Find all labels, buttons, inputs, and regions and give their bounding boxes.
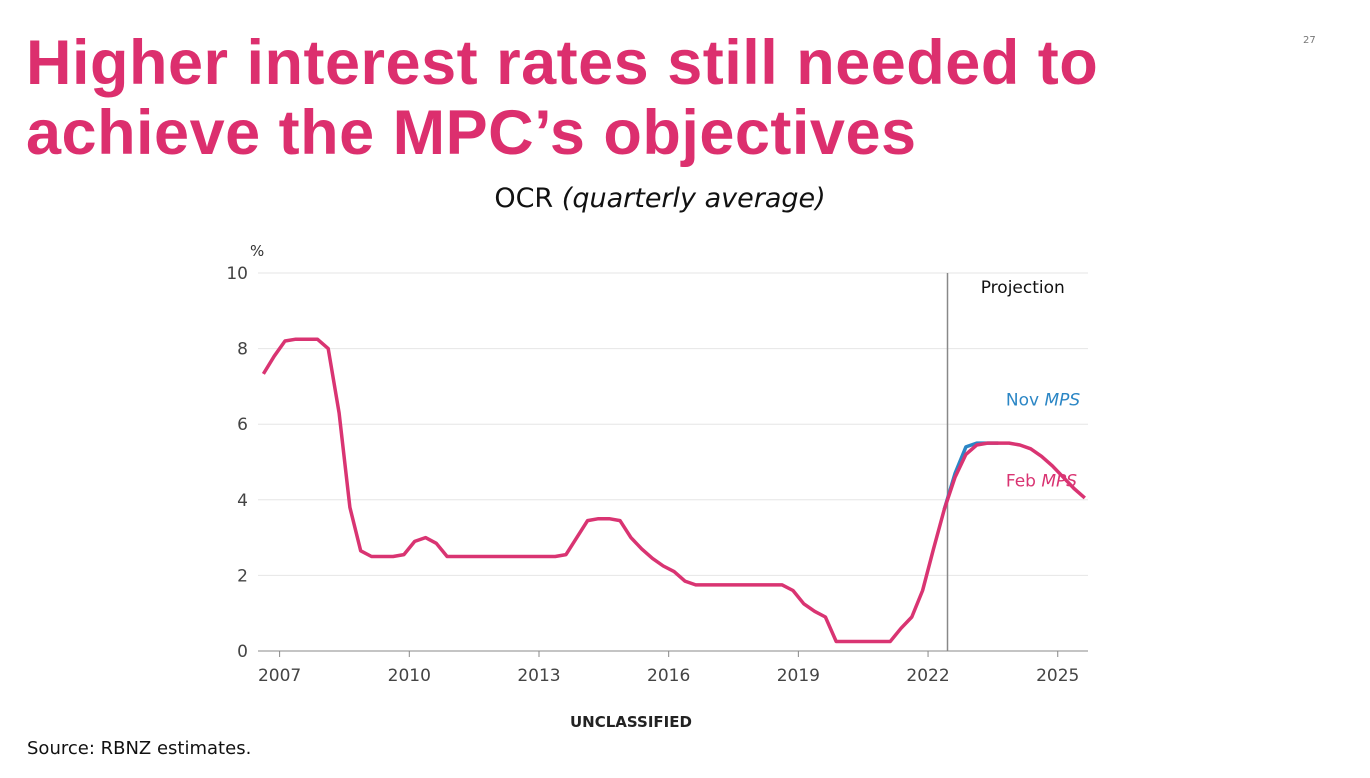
series-line bbox=[261, 337, 1086, 644]
chart-title: OCR bbox=[494, 183, 553, 214]
x-tick-label: 2013 bbox=[517, 666, 560, 686]
projection-label: Projection bbox=[981, 278, 1065, 298]
slide-title: Higher interest rates still needed to ac… bbox=[26, 28, 1099, 168]
y-tick-label: 10 bbox=[226, 264, 248, 284]
y-tick-label: 6 bbox=[237, 415, 248, 435]
x-tick-label: 2016 bbox=[647, 666, 690, 686]
x-tick-label: 2025 bbox=[1036, 666, 1079, 686]
chart-title-group: OCR (quarterly average) bbox=[494, 183, 825, 214]
x-tick-label: 2010 bbox=[388, 666, 431, 686]
series-label: Feb MPS bbox=[1006, 472, 1077, 492]
y-tick-label: 0 bbox=[237, 642, 248, 662]
y-axis-label: % bbox=[250, 242, 264, 260]
y-tick-label: 8 bbox=[237, 340, 248, 360]
x-tick-label: 2019 bbox=[777, 666, 820, 686]
page-number: 27 bbox=[1303, 35, 1316, 46]
series-label: Nov MPS bbox=[1006, 390, 1081, 410]
y-tick-label: 4 bbox=[237, 491, 248, 511]
x-tick-label: 2007 bbox=[258, 666, 301, 686]
y-tick-label: 2 bbox=[237, 566, 248, 586]
chart-subtitle: (quarterly average) bbox=[562, 183, 826, 214]
x-tick-label: 2022 bbox=[906, 666, 949, 686]
classification: UNCLASSIFIED bbox=[570, 713, 692, 731]
source-note: Source: RBNZ estimates. bbox=[27, 738, 252, 759]
